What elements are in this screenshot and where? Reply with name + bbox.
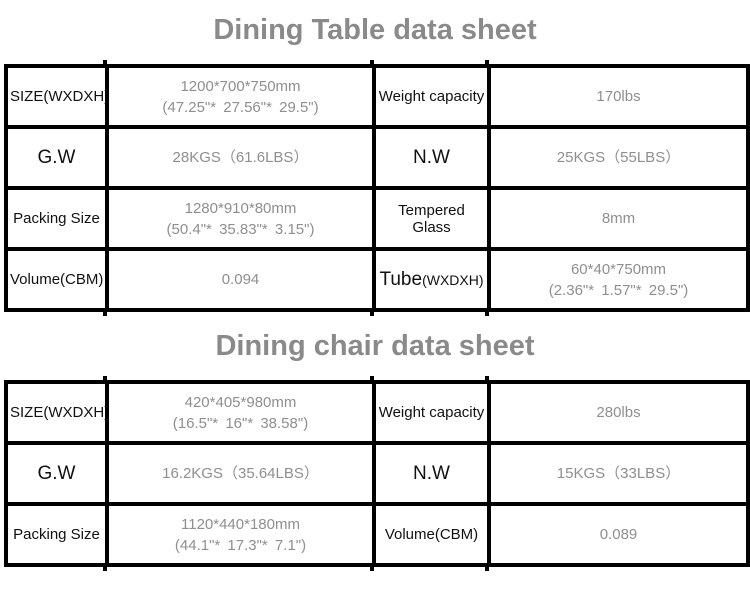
border-tick <box>485 60 489 64</box>
row-label: Tempered Glass <box>372 186 491 251</box>
value-line-1: 8mm <box>601 210 636 227</box>
row-value: 16.2KGS（35.64LBS） <box>105 441 376 506</box>
border-tick <box>485 312 489 316</box>
row-value: 1280*910*80mm (50.4"* 35.83"* 3.15") <box>105 186 376 251</box>
label-text: Weight capacity <box>378 88 485 105</box>
border-tick <box>485 376 489 380</box>
border-tick <box>103 376 107 380</box>
row-value: 280lbs <box>487 380 750 445</box>
table-row-weight: G.W 16.2KGS（35.64LBS） N.W 15KGS（33LBS） <box>4 441 750 506</box>
label-text: Volume(CBM) <box>10 271 104 288</box>
table-row-weight: G.W 28KGS（61.6LBS） N.W 25KGS（55LBS） <box>4 125 750 190</box>
border-tick <box>485 567 489 571</box>
value-line-2: (50.4"* 35.83"* 3.15") <box>166 220 315 238</box>
row-label: Weight capacity <box>372 380 491 445</box>
border-tick <box>370 567 374 571</box>
row-label: Packing Size <box>4 502 109 567</box>
border-tick <box>103 60 107 64</box>
dining-chair-spec-table-wrap: SIZE(WXDXH) 420*405*980mm (16.5"* 16"* 3… <box>4 376 750 571</box>
value-line-1: 1120*440*180mm <box>181 515 300 533</box>
border-tick <box>370 312 374 316</box>
row-label: N.W <box>372 125 491 190</box>
row-label: G.W <box>4 441 109 506</box>
row-value: 28KGS（61.6LBS） <box>105 125 376 190</box>
value-line-2: (44.1"* 17.3"* 7.1") <box>174 536 307 554</box>
label-text: Tempered Glass <box>398 201 465 236</box>
value-line-1: 0.094 <box>221 271 260 288</box>
value-line-1: 25KGS（55LBS） <box>556 149 681 166</box>
label-sub-text: (WXDXH) <box>422 271 484 288</box>
value-line-1: 280lbs <box>596 404 641 421</box>
label-text: Packing Size <box>13 526 100 543</box>
table-row-packing: Packing Size 1120*440*180mm (44.1"* 17.3… <box>4 502 750 567</box>
dining-table-spec-table-wrap: SIZE(WXDXH) 1200*700*750mm (47.25"* 27.5… <box>4 60 750 316</box>
label-text: Volume(CBM) <box>384 526 479 543</box>
value-line-1: 420*405*980mm <box>184 393 297 411</box>
value-line-1: 1200*700*750mm <box>180 77 301 95</box>
table-row-volume: Volume(CBM) 0.094 Tube(WXDXH) 60*40*750m… <box>4 247 750 312</box>
row-value: 1200*700*750mm (47.25"* 27.56"* 29.5") <box>105 64 376 129</box>
row-value: 1120*440*180mm (44.1"* 17.3"* 7.1") <box>105 502 376 567</box>
label-text: SIZE(WXDXH) <box>10 404 107 421</box>
dining-chair-spec-table: SIZE(WXDXH) 420*405*980mm (16.5"* 16"* 3… <box>4 380 750 567</box>
label-text: Weight capacity <box>378 404 485 421</box>
row-value: 0.089 <box>487 502 750 567</box>
border-tick <box>103 312 107 316</box>
row-value: 420*405*980mm (16.5"* 16"* 38.58") <box>105 380 376 445</box>
table-row-size: SIZE(WXDXH) 1200*700*750mm (47.25"* 27.5… <box>4 64 750 129</box>
label-text: G.W <box>37 146 76 168</box>
row-label: N.W <box>372 441 491 506</box>
row-label: Packing Size <box>4 186 109 251</box>
value-line-1: 170lbs <box>596 88 641 105</box>
label-text: N.W <box>413 462 450 484</box>
value-line-2: (47.25"* 27.56"* 29.5") <box>162 98 319 116</box>
value-line-2: (16.5"* 16"* 38.58") <box>172 414 309 432</box>
label-text: Packing Size <box>13 210 100 227</box>
row-value: 170lbs <box>487 64 750 129</box>
row-label: SIZE(WXDXH) <box>4 64 109 129</box>
row-label: Volume(CBM) <box>372 502 491 567</box>
value-line-1: 15KGS（33LBS） <box>556 465 681 482</box>
value-line-1: 0.089 <box>599 526 638 543</box>
row-value: 0.094 <box>105 247 376 312</box>
value-line-2: (2.36"* 1.57"* 29.5") <box>548 281 689 299</box>
dining-table-spec-table: SIZE(WXDXH) 1200*700*750mm (47.25"* 27.5… <box>4 64 750 312</box>
row-value: 60*40*750mm (2.36"* 1.57"* 29.5") <box>487 247 750 312</box>
row-label: SIZE(WXDXH) <box>4 380 109 445</box>
row-label: G.W <box>4 125 109 190</box>
value-line-1: 60*40*750mm <box>570 260 667 278</box>
value-line-1: 28KGS（61.6LBS） <box>172 149 309 166</box>
table-row-packing: Packing Size 1280*910*80mm (50.4"* 35.83… <box>4 186 750 251</box>
row-value: 8mm <box>487 186 750 251</box>
row-label: Volume(CBM) <box>4 247 109 312</box>
label-text: Tube <box>379 268 423 290</box>
label-text: G.W <box>37 462 76 484</box>
dining-table-sheet-title: Dining Table data sheet <box>213 14 537 46</box>
value-line-1: 16.2KGS（35.64LBS） <box>162 465 319 482</box>
row-label: Weight capacity <box>372 64 491 129</box>
label-text: SIZE(WXDXH) <box>10 88 107 105</box>
border-tick <box>370 376 374 380</box>
label-text: N.W <box>413 146 450 168</box>
row-value: 25KGS（55LBS） <box>487 125 750 190</box>
border-tick <box>370 60 374 64</box>
dining-chair-sheet-title: Dining chair data sheet <box>215 330 535 362</box>
row-label: Tube(WXDXH) <box>372 247 491 312</box>
border-tick <box>103 567 107 571</box>
value-line-1: 1280*910*80mm <box>184 199 297 217</box>
row-value: 15KGS（33LBS） <box>487 441 750 506</box>
table-row-size: SIZE(WXDXH) 420*405*980mm (16.5"* 16"* 3… <box>4 380 750 445</box>
